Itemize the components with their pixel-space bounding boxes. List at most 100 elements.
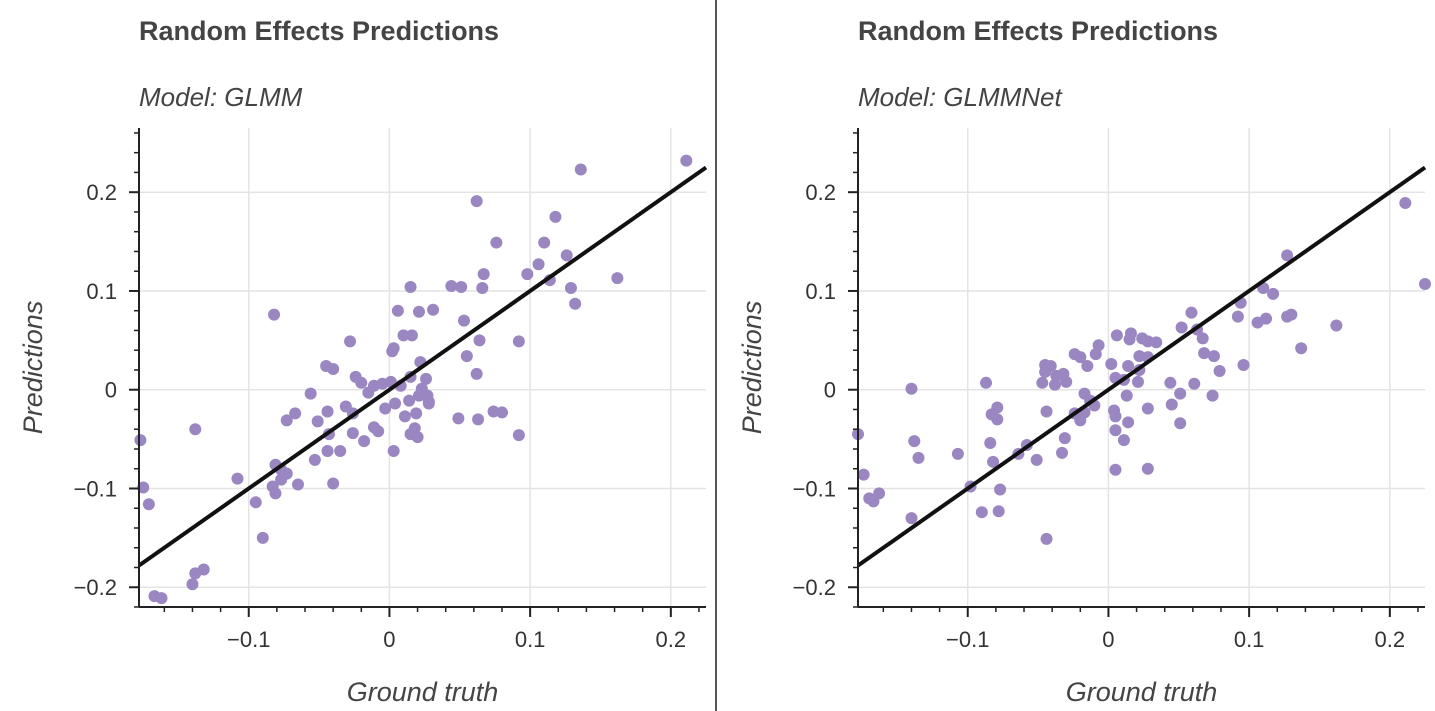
y-tick-label: 0.2 (805, 180, 836, 205)
data-point (1081, 360, 1094, 373)
x-axis-label: Ground truth (347, 677, 499, 707)
data-point (420, 372, 433, 385)
x-tick-label: −0.1 (227, 627, 270, 652)
data-point (1120, 389, 1133, 402)
data-point (412, 305, 425, 318)
data-point (427, 303, 440, 316)
data-point (1188, 377, 1201, 390)
y-tick-label: −0.2 (74, 575, 117, 600)
data-point (280, 414, 293, 427)
data-point (455, 281, 468, 294)
data-point (1068, 348, 1081, 361)
data-point (1136, 332, 1149, 345)
data-point (289, 407, 302, 420)
data-point (1050, 369, 1063, 382)
data-point (1078, 387, 1091, 400)
data-point (346, 427, 359, 440)
data-point (358, 435, 371, 448)
data-point (268, 308, 281, 321)
data-point (512, 335, 525, 348)
data-point (410, 407, 423, 420)
data-point (327, 477, 340, 490)
data-point (186, 578, 199, 591)
data-point (1185, 306, 1198, 319)
data-point (372, 425, 385, 438)
data-point (1295, 342, 1308, 355)
data-point (1123, 333, 1136, 346)
data-point (397, 329, 410, 342)
glmmnet-scatter-plot: −0.1 0 0.1 0.2 −0.2 −0.1 0 0.1 0.2 Ground truth Pr… (737, 128, 1431, 707)
data-point (472, 413, 485, 426)
data-point (1251, 316, 1264, 329)
data-point (1174, 387, 1187, 400)
data-point (1165, 398, 1178, 411)
y-tick-label: −0.1 (74, 476, 117, 501)
data-point (275, 473, 288, 486)
data-point (912, 451, 925, 464)
chart-subtitle: Model: GLMMNet (858, 82, 1062, 112)
data-point (521, 268, 534, 281)
data-point (1048, 378, 1061, 391)
data-point (1330, 319, 1343, 332)
data-point (308, 453, 321, 466)
data-point (1198, 347, 1211, 360)
data-point (1109, 410, 1122, 423)
data-point (445, 280, 458, 293)
data-point (391, 304, 404, 317)
data-point (291, 478, 304, 491)
data-point (873, 487, 886, 500)
data-point (134, 434, 147, 447)
y-tick-label: 0.1 (86, 279, 117, 304)
data-point (1036, 376, 1049, 389)
data-point (1105, 358, 1118, 371)
data-point (564, 281, 577, 294)
data-point (470, 195, 483, 208)
data-point (321, 444, 334, 457)
data-point (532, 258, 545, 271)
data-point (1207, 350, 1220, 363)
data-point (1089, 348, 1102, 361)
data-point (984, 437, 997, 450)
data-point (490, 236, 503, 249)
data-point (355, 376, 368, 389)
data-point (951, 447, 964, 460)
data-point (1030, 453, 1043, 466)
data-point (1175, 321, 1188, 334)
data-point (334, 444, 347, 457)
chart-title: Random Effects Predictions (858, 16, 1219, 46)
data-point (1110, 329, 1123, 342)
data-point (231, 472, 244, 485)
data-point (249, 496, 262, 509)
data-point (1196, 332, 1209, 345)
data-point (1060, 375, 1073, 388)
data-point (321, 405, 334, 418)
data-point (1164, 376, 1177, 389)
data-point (311, 415, 324, 428)
data-point (538, 236, 551, 249)
y-tick-label: 0 (105, 378, 117, 403)
data-point (994, 483, 1007, 496)
x-tick-label: 0.2 (656, 627, 687, 652)
data-point (403, 394, 416, 407)
data-point (379, 402, 392, 415)
data-point (1419, 278, 1431, 291)
data-point (1141, 462, 1154, 475)
data-point (422, 395, 435, 408)
data-point (477, 268, 490, 281)
data-point (269, 487, 282, 500)
reference-line (137, 165, 708, 568)
data-point (1109, 463, 1122, 476)
x-axis-label: Ground truth (1066, 677, 1218, 707)
data-point (404, 281, 417, 294)
data-point (344, 335, 357, 348)
data-point (362, 386, 375, 399)
data-point (304, 387, 317, 400)
data-point (1117, 434, 1130, 447)
x-tick-label: 0.2 (1375, 627, 1406, 652)
panel-divider (715, 0, 717, 711)
data-point (1399, 197, 1412, 210)
data-point (155, 592, 168, 605)
data-point (1267, 287, 1280, 300)
data-point (1206, 389, 1219, 402)
data-point (512, 429, 525, 442)
